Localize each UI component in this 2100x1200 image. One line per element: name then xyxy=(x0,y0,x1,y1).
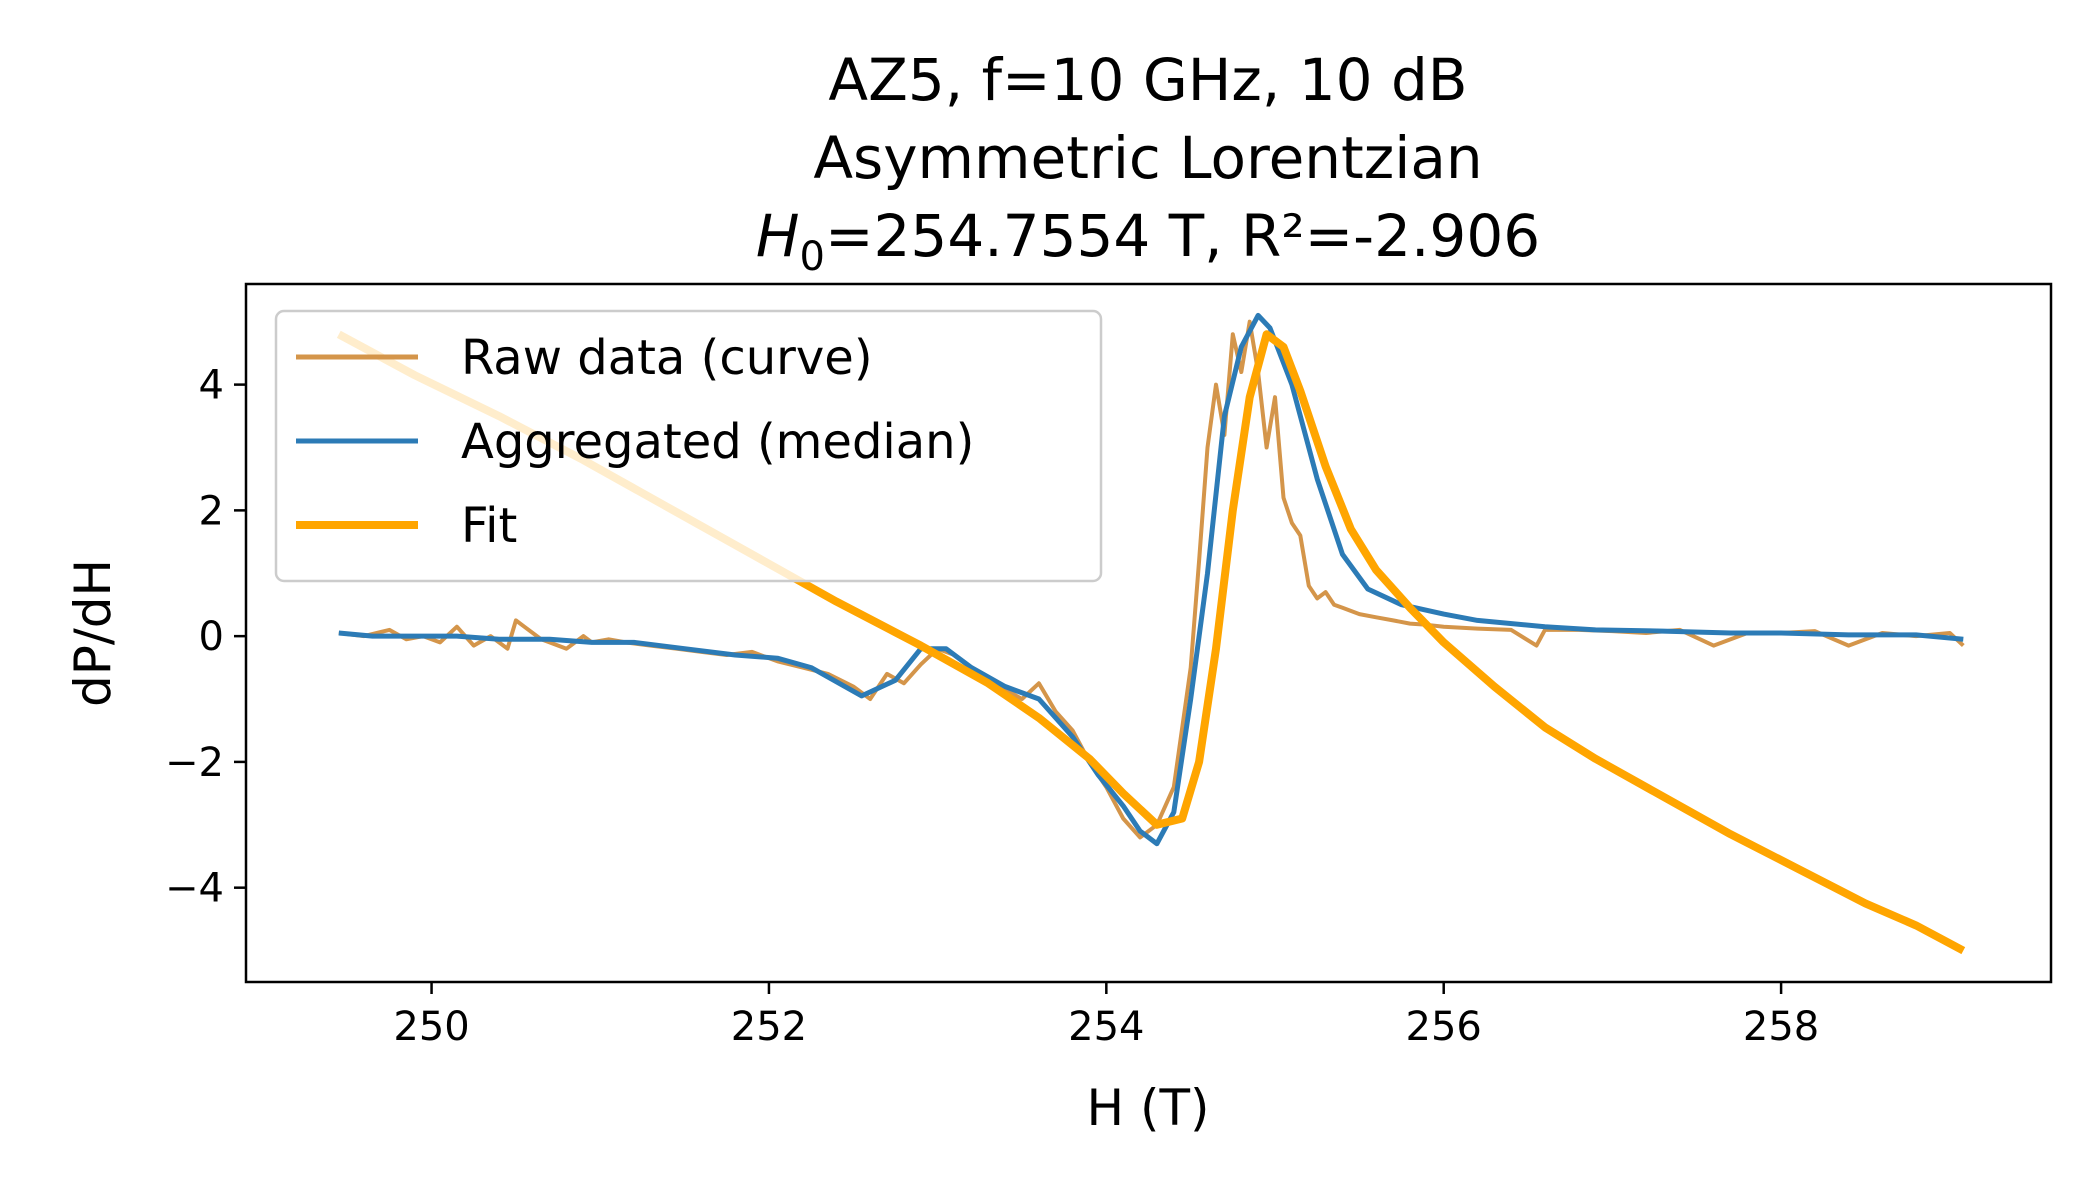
title-h-subscript: 0 xyxy=(799,234,824,280)
title-h-symbol: H xyxy=(756,202,800,270)
legend-label-aggregated: Aggregated (median) xyxy=(461,414,974,470)
x-tick-label: 252 xyxy=(731,1004,807,1050)
x-tick-label: 256 xyxy=(1406,1004,1482,1050)
legend-label-fit: Fit xyxy=(461,498,517,554)
x-tick-label: 254 xyxy=(1068,1004,1144,1050)
title-line-2: Asymmetric Lorentzian xyxy=(813,124,1482,192)
series-fit-line xyxy=(336,330,1966,955)
x-axis: 250 252 254 256 258 xyxy=(393,982,1819,1050)
y-axis-label: dP/dH xyxy=(64,559,122,707)
y-tick-label: −2 xyxy=(165,740,224,786)
title-h-rest: =254.7554 T, R²=-2.906 xyxy=(825,202,1540,270)
plot-frame xyxy=(244,282,2053,984)
series-aggregated-line xyxy=(338,312,1964,847)
x-axis-label: H (T) xyxy=(1086,1079,1209,1137)
legend-box xyxy=(274,309,1103,583)
x-tick-label: 250 xyxy=(393,1004,469,1050)
legend: Raw data (curve) Aggregated (median) Fit xyxy=(274,309,1103,583)
x-tick-label: 258 xyxy=(1743,1004,1819,1050)
y-tick-label: 2 xyxy=(199,488,224,534)
plot-area xyxy=(244,282,2053,984)
legend-label-raw: Raw data (curve) xyxy=(461,330,873,386)
y-tick-label: −4 xyxy=(165,866,224,912)
y-axis: −4 −2 0 2 4 xyxy=(165,363,246,912)
title-line-1: AZ5, f=10 GHz, 10 dB xyxy=(828,46,1467,114)
y-tick-label: 0 xyxy=(199,614,224,660)
title-line-3: H0=254.7554 T, R²=-2.906 xyxy=(756,202,1540,280)
y-tick-label: 4 xyxy=(199,363,224,409)
chart-title: AZ5, f=10 GHz, 10 dB Asymmetric Lorentzi… xyxy=(756,46,1540,280)
series-layer xyxy=(336,312,1966,955)
